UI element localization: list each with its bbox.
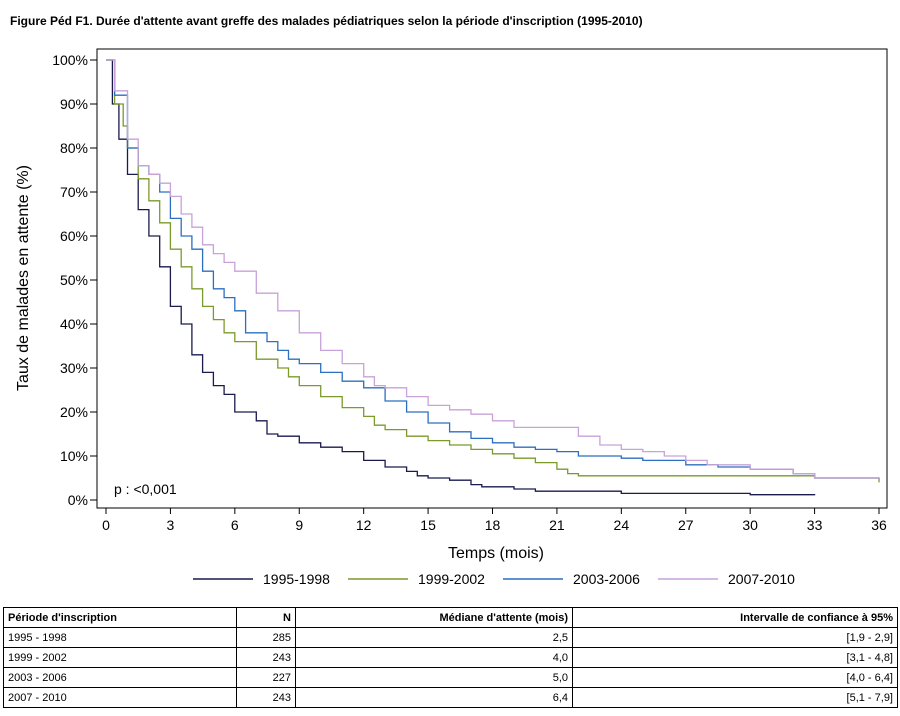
header-period: Période d'inscription xyxy=(3,607,237,628)
cell-median: 4,0 xyxy=(295,647,573,668)
x-tick-label: 3 xyxy=(167,517,175,533)
x-tick-label: 30 xyxy=(742,517,758,533)
cell-period: 1999 - 2002 xyxy=(3,647,237,668)
table-header-row: Période d'inscription N Médiane d'attent… xyxy=(3,607,898,628)
y-tick-label: 20% xyxy=(60,404,88,420)
y-tick-label: 90% xyxy=(60,96,88,112)
cell-n: 243 xyxy=(236,647,296,668)
header-median: Médiane d'attente (mois) xyxy=(295,607,573,628)
cell-period: 2007 - 2010 xyxy=(3,687,237,708)
cell-ci: [3,1 - 4,8] xyxy=(572,647,898,668)
survival-chart: 0%10%20%30%40%50%60%70%80%90%100%0 3 6 9 12 1… xyxy=(15,48,888,587)
y-tick-label: 60% xyxy=(60,228,88,244)
x-tick-label: 12 xyxy=(356,517,372,533)
axis-ticks: 0%10%20%30%40%50%60%70%80%90%100%0 3 6 9 12 1… xyxy=(52,52,887,533)
cell-n: 243 xyxy=(236,687,296,708)
table-row: 1995 - 1998 285 2,5 [1,9 - 2,9] xyxy=(3,627,898,648)
x-tick-label: 6 xyxy=(231,517,239,533)
cell-n: 285 xyxy=(236,627,296,648)
y-tick-label: 0% xyxy=(68,492,88,508)
x-tick-label: 0 xyxy=(102,517,110,533)
x-axis-label: Temps (mois) xyxy=(448,545,544,562)
legend: 1995-1998 1999-2002 2003-2006 2007-2010 xyxy=(193,571,795,587)
p-value-annotation: p : <0,001 xyxy=(114,481,177,497)
table-row: 1999 - 2002 243 4,0 [3,1 - 4,8] xyxy=(3,647,898,668)
x-tick-label: 15 xyxy=(420,517,436,533)
cell-ci: [1,9 - 2,9] xyxy=(572,627,898,648)
y-tick-label: 80% xyxy=(60,140,88,156)
x-tick-label: 21 xyxy=(549,517,565,533)
x-tick-label: 24 xyxy=(614,517,630,533)
cell-ci: [4,0 - 6,4] xyxy=(572,667,898,688)
cell-median: 5,0 xyxy=(295,667,573,688)
y-tick-label: 100% xyxy=(52,52,88,68)
y-tick-label: 30% xyxy=(60,360,88,376)
series-layer xyxy=(106,59,880,496)
y-tick-label: 40% xyxy=(60,316,88,332)
cell-period: 2003 - 2006 xyxy=(3,667,237,688)
series-line-2003-2006 xyxy=(106,59,879,479)
table-row: 2003 - 2006 227 5,0 [4,0 - 6,4] xyxy=(3,667,898,688)
legend-label: 1995-1998 xyxy=(263,571,330,587)
header-ci: Intervalle de confiance à 95% xyxy=(572,607,898,628)
cell-period: 1995 - 1998 xyxy=(3,627,237,648)
x-tick-label: 27 xyxy=(678,517,694,533)
cell-ci: [5,1 - 7,9] xyxy=(572,687,898,708)
cell-median: 6,4 xyxy=(295,687,573,708)
table-row: 2007 - 2010 243 6,4 [5,1 - 7,9] xyxy=(3,687,898,708)
header-n: N xyxy=(236,607,296,628)
summary-table: Période d'inscription N Médiane d'attent… xyxy=(3,607,898,708)
legend-label: 1999-2002 xyxy=(418,571,485,587)
cell-n: 227 xyxy=(236,667,296,688)
series-line-1995-1998 xyxy=(106,59,816,496)
y-tick-label: 70% xyxy=(60,184,88,200)
x-tick-label: 36 xyxy=(871,517,887,533)
y-axis-label: Taux de malades en attente (%) xyxy=(15,165,32,391)
legend-label: 2003-2006 xyxy=(573,571,640,587)
series-line-2007-2010 xyxy=(106,59,879,479)
x-tick-label: 33 xyxy=(807,517,823,533)
x-tick-label: 9 xyxy=(295,517,303,533)
legend-label: 2007-2010 xyxy=(728,571,795,587)
cell-median: 2,5 xyxy=(295,627,573,648)
y-tick-label: 10% xyxy=(60,448,88,464)
figure-title: Figure Péd F1. Durée d'attente avant gre… xyxy=(10,14,643,28)
x-tick-label: 18 xyxy=(485,517,501,533)
y-tick-label: 50% xyxy=(60,272,88,288)
series-line-1999-2002 xyxy=(106,59,880,483)
